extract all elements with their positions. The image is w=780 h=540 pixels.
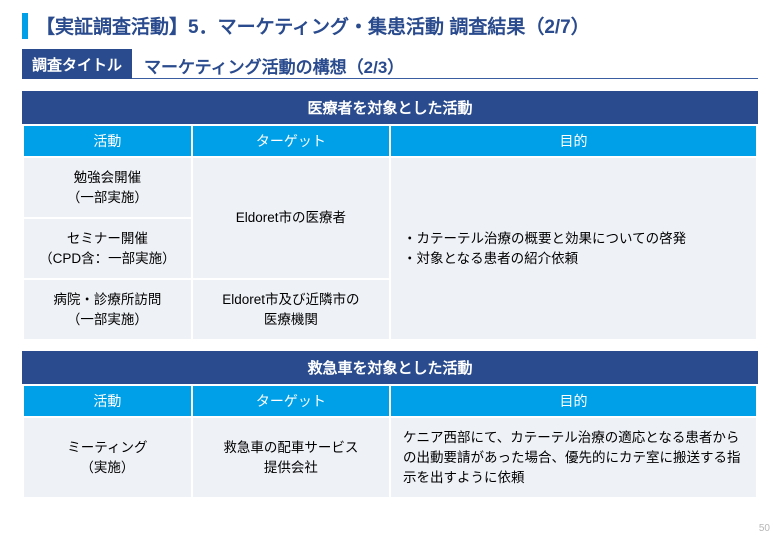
cell-activity: 勉強会開催（一部実施） [23, 157, 192, 218]
section-header: 救急車を対象とした活動 [22, 351, 758, 384]
th-activity: 活動 [23, 385, 192, 417]
th-target: ターゲット [192, 385, 390, 417]
page-title: 【実証調査活動】5．マーケティング・集患活動 調査結果（2/7） [36, 12, 590, 39]
table-row: 勉強会開催（一部実施） Eldoret市の医療者 ・カテーテル治療の概要と効果に… [23, 157, 757, 218]
cell-target: Eldoret市及び近隣市の医療機関 [192, 279, 390, 340]
title-accent-bar [22, 13, 28, 39]
th-objective: 目的 [390, 125, 757, 157]
page-title-row: 【実証調査活動】5．マーケティング・集患活動 調査結果（2/7） [22, 12, 758, 39]
table-row: ミーティング（実施） 救急車の配車サービス提供会社 ケニア西部にて、カテーテル治… [23, 417, 757, 498]
th-activity: 活動 [23, 125, 192, 157]
th-target: ターゲット [192, 125, 390, 157]
table-ambulance: 活動 ターゲット 目的 ミーティング（実施） 救急車の配車サービス提供会社 ケニ… [22, 384, 758, 499]
table-header-row: 活動 ターゲット 目的 [23, 125, 757, 157]
cell-target: Eldoret市の医療者 [192, 157, 390, 279]
cell-objective: ・カテーテル治療の概要と効果についての啓発・対象となる患者の紹介依頼 [390, 157, 757, 340]
th-objective: 目的 [390, 385, 757, 417]
page-number: 50 [759, 523, 770, 534]
cell-target: 救急車の配車サービス提供会社 [192, 417, 390, 498]
section-header: 医療者を対象とした活動 [22, 91, 758, 124]
subtitle-label: 調査タイトル [22, 49, 132, 79]
cell-activity: ミーティング（実施） [23, 417, 192, 498]
cell-activity: セミナー開催（CPD含：一部実施） [23, 218, 192, 279]
subtitle-text: マーケティング活動の構想（2/3） [132, 49, 758, 79]
section-ambulance: 救急車を対象とした活動 活動 ターゲット 目的 ミーティング（実施） 救急車の配… [22, 351, 758, 499]
cell-objective: ケニア西部にて、カテーテル治療の適応となる患者からの出動要請があった場合、優先的… [390, 417, 757, 498]
table-medical: 活動 ターゲット 目的 勉強会開催（一部実施） Eldoret市の医療者 ・カテ… [22, 124, 758, 341]
section-medical: 医療者を対象とした活動 活動 ターゲット 目的 勉強会開催（一部実施） Eldo… [22, 91, 758, 341]
cell-activity: 病院・診療所訪問（一部実施） [23, 279, 192, 340]
table-header-row: 活動 ターゲット 目的 [23, 385, 757, 417]
subtitle-row: 調査タイトル マーケティング活動の構想（2/3） [22, 49, 758, 79]
